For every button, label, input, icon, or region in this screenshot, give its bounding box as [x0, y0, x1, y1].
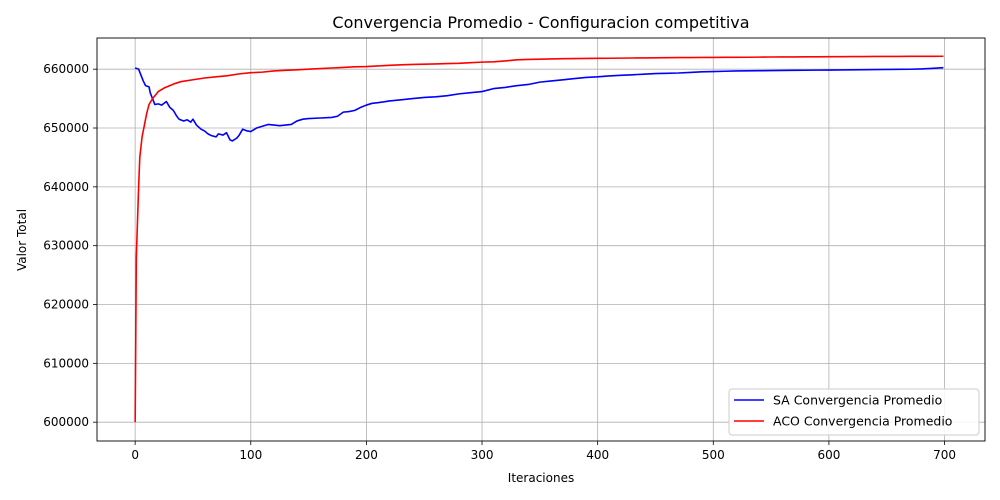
x-tick-label: 600 [817, 448, 840, 462]
y-axis-label: Valor Total [15, 209, 29, 271]
y-tick-label: 660000 [43, 62, 89, 76]
y-tick-label: 630000 [43, 239, 89, 253]
x-tick-label: 300 [471, 448, 494, 462]
y-tick-label: 600000 [43, 415, 89, 429]
legend-box [728, 388, 980, 436]
y-tick-label: 640000 [43, 180, 89, 194]
chart-title: Convergencia Promedio - Configuracion co… [332, 13, 749, 32]
axis-ticks: 0 100 200 300 400 500 600 700 600000 610000 620000… [43, 62, 956, 462]
legend-label-aco: ACO Convergencia Promedio [773, 414, 952, 429]
y-tick-label: 650000 [43, 121, 89, 135]
x-tick-label: 400 [586, 448, 609, 462]
x-tick-label: 700 [933, 448, 956, 462]
legend: SA Convergencia Promedio ACO Convergenci… [728, 388, 980, 436]
series-line-sa [134, 66, 944, 142]
y-tick-label: 610000 [43, 356, 89, 370]
legend-label-sa: SA Convergencia Promedio [773, 393, 942, 408]
series-line-aco [134, 55, 944, 423]
y-tick-label: 620000 [43, 298, 89, 312]
x-tick-label: 0 [131, 448, 139, 462]
plot-frame [96, 37, 986, 442]
x-axis-label: Iteraciones [508, 471, 574, 485]
x-tick-label: 100 [239, 448, 262, 462]
x-tick-label: 500 [702, 448, 725, 462]
series-lines [134, 55, 944, 423]
x-tick-label: 200 [355, 448, 378, 462]
